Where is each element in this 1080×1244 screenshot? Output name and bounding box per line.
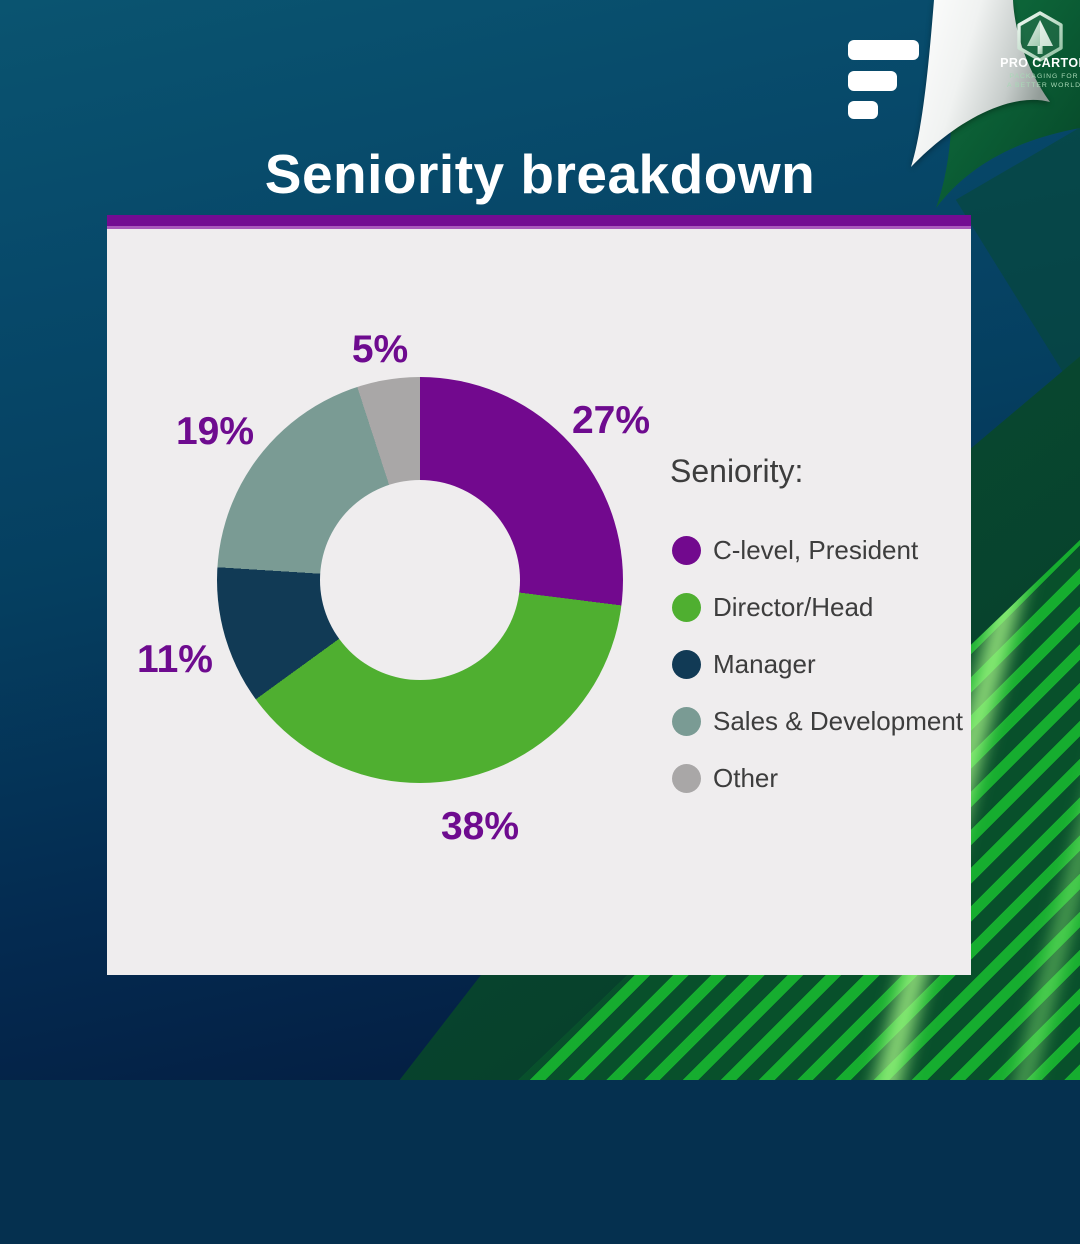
corner-decoration: PRO CARTON PACKAGING FOR A BETTER WORLD	[911, 0, 1080, 208]
stripe-glow-streak	[980, 703, 1080, 1080]
legend-item: C-level, President	[672, 535, 963, 565]
legend-swatch	[672, 535, 701, 565]
procarton-logo-text: PRO CARTON	[1000, 56, 1080, 70]
procarton-tagline-line2: A BETTER WORLD	[1007, 82, 1080, 89]
legend-item: Director/Head	[672, 592, 963, 622]
donut-percent-label: 5%	[351, 328, 409, 371]
donut-percent-label: 27%	[571, 399, 651, 442]
legend-label: C-level, President	[713, 534, 919, 565]
donut-chart	[217, 377, 623, 783]
funnel-bar-middle	[848, 71, 897, 91]
legend-item: Other	[672, 763, 963, 793]
legend-label: Sales & Development	[713, 705, 964, 736]
legend-title: Seniority:	[670, 453, 804, 489]
page-curl-icon	[911, 0, 1050, 167]
procarton-tagline-line1: PACKAGING FOR	[1009, 73, 1078, 80]
legend-swatch	[672, 649, 701, 679]
chart-card: 27% 38% 11% 19% 5% Seniority: C-level, P…	[107, 215, 971, 975]
legend-label: Director/Head	[713, 591, 874, 622]
legend-label: Manager	[713, 648, 816, 679]
donut-percent-label: 19%	[175, 410, 255, 453]
donut-percent-label: 11%	[137, 638, 213, 681]
legend-swatch	[672, 706, 701, 736]
page-title: Seniority breakdown	[264, 143, 816, 205]
legend-label: Other	[713, 762, 779, 793]
donut-percent-label: 38%	[440, 805, 520, 848]
legend-swatch	[672, 592, 701, 622]
legend-swatch	[672, 763, 701, 793]
funnel-bar-bottom	[848, 101, 878, 119]
chart-legend: C-level, President Director/Head Manager…	[672, 535, 963, 820]
card-accent-bar	[107, 215, 971, 229]
legend-item: Sales & Development	[672, 706, 963, 736]
procarton-hexagon-tree-icon	[1017, 11, 1063, 62]
legend-item: Manager	[672, 649, 963, 679]
funnel-bar-top	[848, 40, 919, 60]
